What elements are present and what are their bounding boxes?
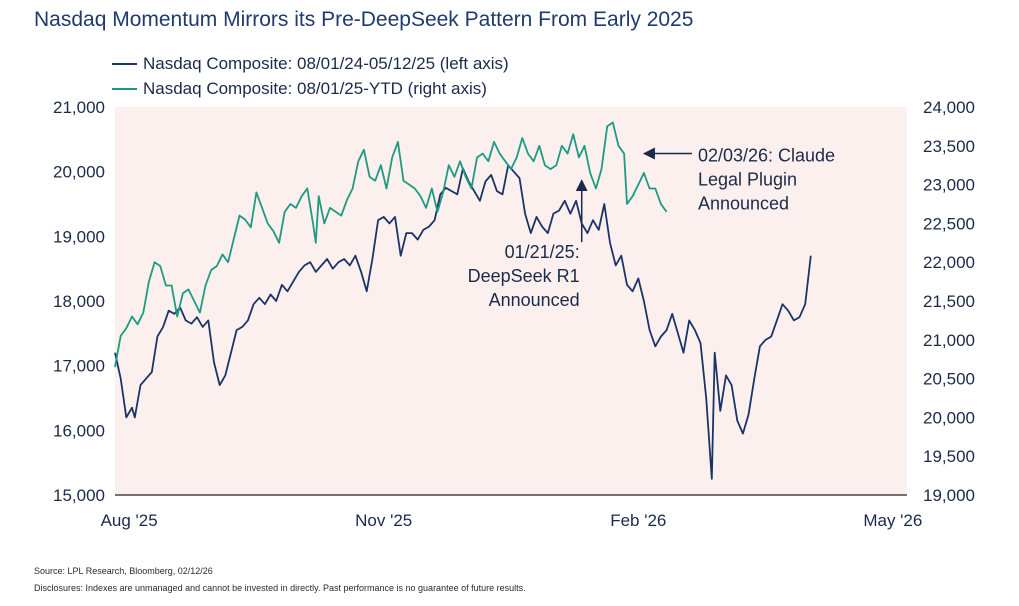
annotations: 02/03/26: Claude Legal Plugin Announced 01/… — [468, 146, 835, 311]
x-tick-label: Feb '26 — [610, 511, 666, 530]
series-line-teal — [114, 121, 668, 368]
right-tick-label: 19,000 — [923, 486, 975, 505]
right-tick-label: 22,000 — [923, 253, 975, 272]
x-tick-label: May '26 — [863, 511, 922, 530]
right-tick-label: 23,000 — [923, 176, 975, 195]
left-tick-label: 20,000 — [53, 163, 105, 182]
x-tick-label: Nov '25 — [355, 511, 412, 530]
legend-item-dark: Nasdaq Composite: 08/01/24-05/12/25 (lef… — [112, 51, 509, 76]
legend: Nasdaq Composite: 08/01/24-05/12/25 (lef… — [112, 51, 509, 101]
left-tick-label: 16,000 — [53, 421, 105, 440]
right-tick-label: 24,000 — [923, 98, 975, 117]
plot-background — [115, 107, 907, 495]
legend-swatch-teal — [112, 87, 137, 90]
legend-label-teal: Nasdaq Composite: 08/01/25-YTD (right ax… — [143, 78, 487, 98]
series-group — [114, 121, 812, 480]
axes: 15,000 16,000 17,000 18,000 19,000 20,000 21,0… — [53, 98, 975, 530]
annotation-label-claude: 02/03/26: Claude — [698, 146, 835, 166]
left-tick-label: 17,000 — [53, 357, 105, 376]
annotation-label-claude: Legal Plugin — [698, 170, 797, 190]
left-tick-label: 18,000 — [53, 292, 105, 311]
annotation-label-deepseek: DeepSeek R1 — [468, 266, 580, 286]
right-tick-label: 20,500 — [923, 370, 975, 389]
right-tick-label: 21,000 — [923, 331, 975, 350]
annotation-label-deepseek: Announced — [489, 290, 580, 310]
x-tick-label: Aug '25 — [101, 511, 158, 530]
legend-item-teal: Nasdaq Composite: 08/01/25-YTD (right ax… — [112, 76, 509, 101]
chart-title: Nasdaq Momentum Mirrors its Pre-DeepSeek… — [34, 8, 694, 31]
annotation-label-claude: Announced — [698, 194, 789, 214]
left-tick-label: 15,000 — [53, 486, 105, 505]
right-tick-label: 21,500 — [923, 292, 975, 311]
annotation-label-deepseek: 01/21/25: — [505, 242, 580, 262]
right-tick-label: 19,500 — [923, 447, 975, 466]
right-tick-label: 23,500 — [923, 137, 975, 156]
source-note: Source: LPL Research, Bloomberg, 02/12/2… — [34, 566, 213, 576]
legend-label-dark: Nasdaq Composite: 08/01/24-05/12/25 (lef… — [143, 53, 509, 73]
right-tick-label: 20,000 — [923, 408, 975, 427]
disclosure-note: Disclosures: Indexes are unmanaged and c… — [34, 583, 526, 593]
left-tick-label: 21,000 — [53, 98, 105, 117]
right-tick-label: 22,500 — [923, 214, 975, 233]
line-chart: 15,000 16,000 17,000 18,000 19,000 20,000 21,0… — [53, 98, 975, 530]
left-tick-label: 19,000 — [53, 227, 105, 246]
legend-swatch-dark — [112, 62, 137, 65]
